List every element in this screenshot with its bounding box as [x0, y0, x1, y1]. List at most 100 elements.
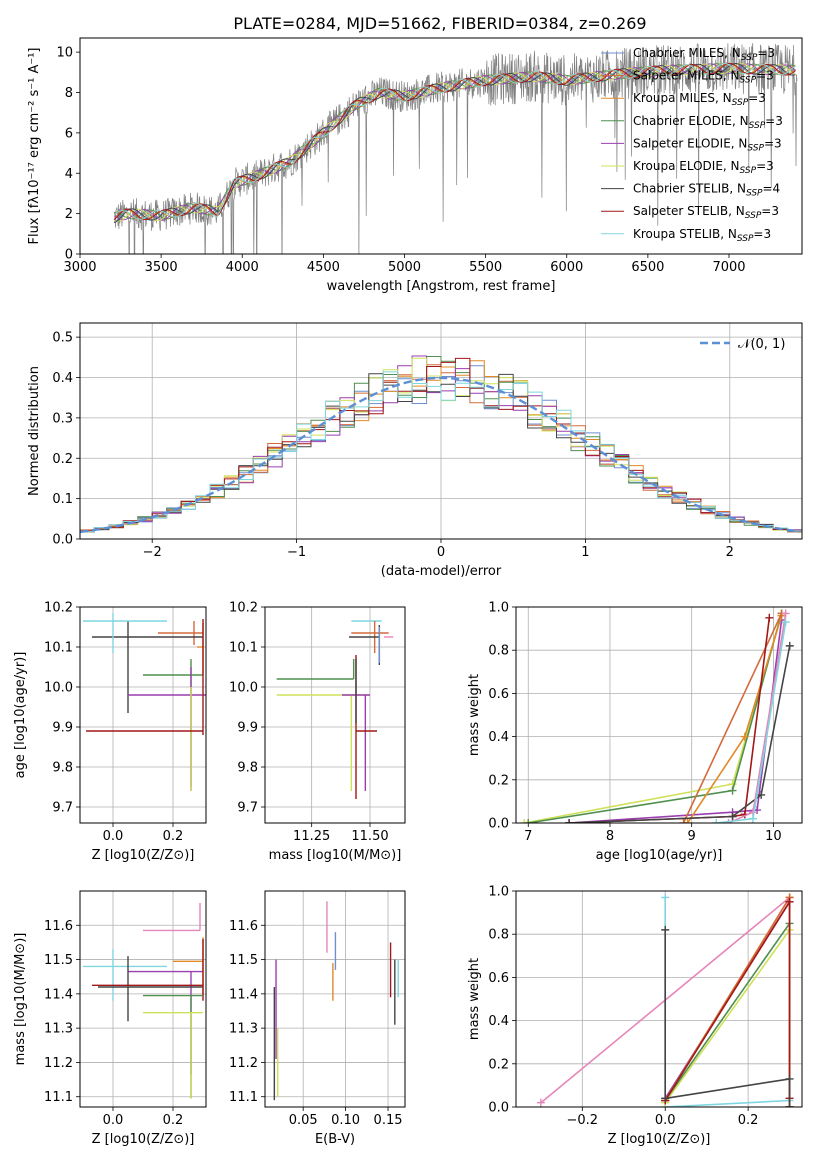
mass-vs-Z-plot-area: [80, 891, 206, 1107]
massweight-vs-age-ytick-label: 0.0: [488, 817, 509, 832]
residuals-xtick-label: −1: [287, 545, 306, 560]
massweight-vs-Z-ytick-label: 0.6: [488, 971, 509, 986]
mass-vs-EBV-xlabel: E(B-V): [315, 1132, 355, 1147]
mass-vs-Z-frame: [79, 890, 207, 1108]
mass-vs-Z-xtick-label: 0.0: [103, 1113, 124, 1128]
legend-label: Kroupa ELODIE, NSSP=3: [633, 159, 774, 176]
age-vs-Z-ylabel: age [log10(age/yr)]: [13, 652, 28, 779]
age-vs-Z-ytick-label: 9.8: [52, 761, 73, 776]
mass-weight-marker: [785, 1103, 794, 1107]
massweight-vs-Z-xtick-label: 0.0: [655, 1113, 676, 1128]
mass-vs-EBV-ytick-label: 11.2: [229, 1056, 258, 1071]
residuals-xtick-label: −2: [143, 545, 162, 560]
mass-weight-line: [664, 929, 791, 1107]
spectrum-model-line: [113, 63, 796, 224]
age-vs-Z-xtick-label: 0.0: [103, 829, 124, 844]
spectrum-xtick-label: 4500: [307, 260, 340, 275]
mass-weight-marker: [536, 1098, 545, 1107]
spectrum-xtick-label: 6000: [550, 260, 583, 275]
massweight-vs-age-xtick-label: 7: [524, 829, 532, 844]
mass-weight-marker: [785, 641, 794, 650]
mass-weight-marker: [661, 925, 670, 934]
mass-weight-line: [569, 617, 771, 823]
residuals-xtick-label: 1: [581, 545, 589, 560]
age-vs-mass-xtick-label: 11.50: [351, 829, 388, 844]
mass-vs-EBV-ytick-label: 11.1: [229, 1090, 258, 1105]
mass-weight-line: [569, 645, 791, 823]
panel-mass-vs-EBV: 0.05 0.10 0.15 11.1 11.2 11.3 11.4 11.5 11.6 E(B-…: [229, 890, 406, 1147]
massweight-vs-age-ytick-label: 1.0: [488, 601, 509, 616]
spectrum-xtick-label: 3500: [145, 260, 178, 275]
mass-vs-EBV-frame: [264, 890, 406, 1108]
massweight-vs-age-ylabel: mass weight: [467, 674, 482, 756]
spectrum-frame: [79, 37, 803, 255]
mass-weight-marker: [757, 790, 766, 799]
mass-weight-marker: [728, 812, 737, 821]
errorbar-point: [128, 667, 206, 791]
massweight-vs-Z-ytick-label: 0.8: [488, 928, 509, 943]
panel-massweight-vs-age: 7 8 9 10 0.0 0.2 0.4 0.6 0.8 1.0 age [log10(age/yr…: [467, 601, 803, 863]
mass-vs-EBV-ytick-label: 11.4: [229, 987, 258, 1002]
spectrum-xtick-label: 7000: [712, 260, 745, 275]
spectrum-ytick-label: 6: [65, 126, 73, 141]
mass-vs-Z-ylabel: mass [log10(M/M⊙)]: [13, 933, 28, 1066]
spectrum-ytick-label: 10: [56, 46, 73, 61]
age-vs-mass-xtick-label: 11.25: [293, 829, 330, 844]
panel-massweight-vs-Z: −0.2 0.0 0.2 0.0 0.2 0.4 0.6 0.8 1.0 Z [log10(Z/Z…: [467, 885, 803, 1147]
massweight-vs-Z-ytick-label: 1.0: [488, 885, 509, 900]
mass-weight-marker: [724, 819, 733, 823]
normal-curve: [80, 376, 800, 534]
residuals-ytick-label: 0.2: [52, 452, 73, 467]
massweight-vs-Z-plot-area: [516, 891, 802, 1107]
massweight-vs-Z-xtick-label: −0.2: [567, 1113, 599, 1128]
residuals-frame: [79, 322, 803, 540]
mass-vs-EBV-xtick-label: 0.15: [374, 1113, 403, 1128]
panel-mass-vs-Z: 0.0 0.2 11.1 11.2 11.3 11.4 11.5 11.6 Z [log10(Z…: [13, 890, 207, 1147]
legend-label: Chabrier MILES, NSSP=3: [633, 46, 775, 63]
residuals-xtick-label: 2: [726, 545, 734, 560]
mass-weight-marker: [524, 819, 533, 823]
spectrum-model-line: [113, 62, 796, 221]
errorbar-point: [92, 621, 203, 713]
mass-vs-Z-ytick-label: 11.1: [44, 1090, 73, 1105]
mass-vs-EBV-ytick-label: 11.5: [229, 953, 258, 968]
massweight-vs-Z-ytick-label: 0.2: [488, 1057, 509, 1072]
mass-vs-Z-ytick-label: 11.5: [44, 953, 73, 968]
residuals-ytick-label: 0.3: [52, 411, 73, 426]
mass-weight-marker: [661, 1094, 670, 1103]
massweight-vs-Z-ylabel: mass weight: [467, 958, 482, 1040]
massweight-vs-age-plot-area: [516, 607, 802, 823]
errorbar-point: [276, 659, 355, 680]
residuals-xlabel: (data-model)/error: [381, 564, 502, 579]
mass-weight-marker: [740, 732, 749, 741]
spectrum-ytick-label: 2: [65, 207, 73, 222]
mass-vs-Z-ytick-label: 11.3: [44, 1022, 73, 1037]
massweight-vs-Z-frame: [515, 890, 803, 1108]
errorbar-point: [83, 949, 167, 1001]
mass-vs-Z-ytick-label: 11.6: [44, 919, 73, 934]
mass-weight-line: [664, 927, 791, 1107]
legend-label: Salpeter MILES, NSSP=3: [633, 69, 774, 86]
mass-vs-EBV-xtick-label: 0.05: [289, 1113, 318, 1128]
spectrum-ytick-label: 4: [65, 167, 73, 182]
age-vs-Z-plot-area: [80, 607, 206, 823]
mass-weight-marker: [785, 897, 794, 906]
mass-weight-marker: [748, 814, 757, 823]
spectrum-ytick-label: 0: [65, 248, 73, 263]
age-vs-Z-ytick-label: 9.9: [52, 721, 73, 736]
mass-weight-marker: [565, 819, 574, 823]
spectrum-xtick-label: 5000: [388, 260, 421, 275]
massweight-vs-age-ytick-label: 0.8: [488, 644, 509, 659]
residuals-ytick-label: 0.1: [52, 492, 73, 507]
massweight-vs-age-xtick-label: 9: [688, 829, 696, 844]
age-vs-mass-plot-area: [265, 607, 405, 823]
spectrum-xtick-label: 3000: [63, 260, 96, 275]
normal-legend-label: 𝒩(0, 1): [738, 337, 785, 352]
panel-residuals: −2 −1 0 1 2 0.0 0.1 0.2 0.3 0.4 0.5 (data-model)/er…: [27, 322, 803, 579]
massweight-vs-age-frame: [515, 606, 803, 824]
mass-weight-marker: [765, 613, 774, 622]
mass-weight-marker: [679, 819, 688, 823]
legend-label: Salpeter ELODIE, NSSP=3: [633, 136, 782, 153]
age-vs-Z-xlabel: Z [log10(Z/Z⊙)]: [92, 848, 195, 863]
